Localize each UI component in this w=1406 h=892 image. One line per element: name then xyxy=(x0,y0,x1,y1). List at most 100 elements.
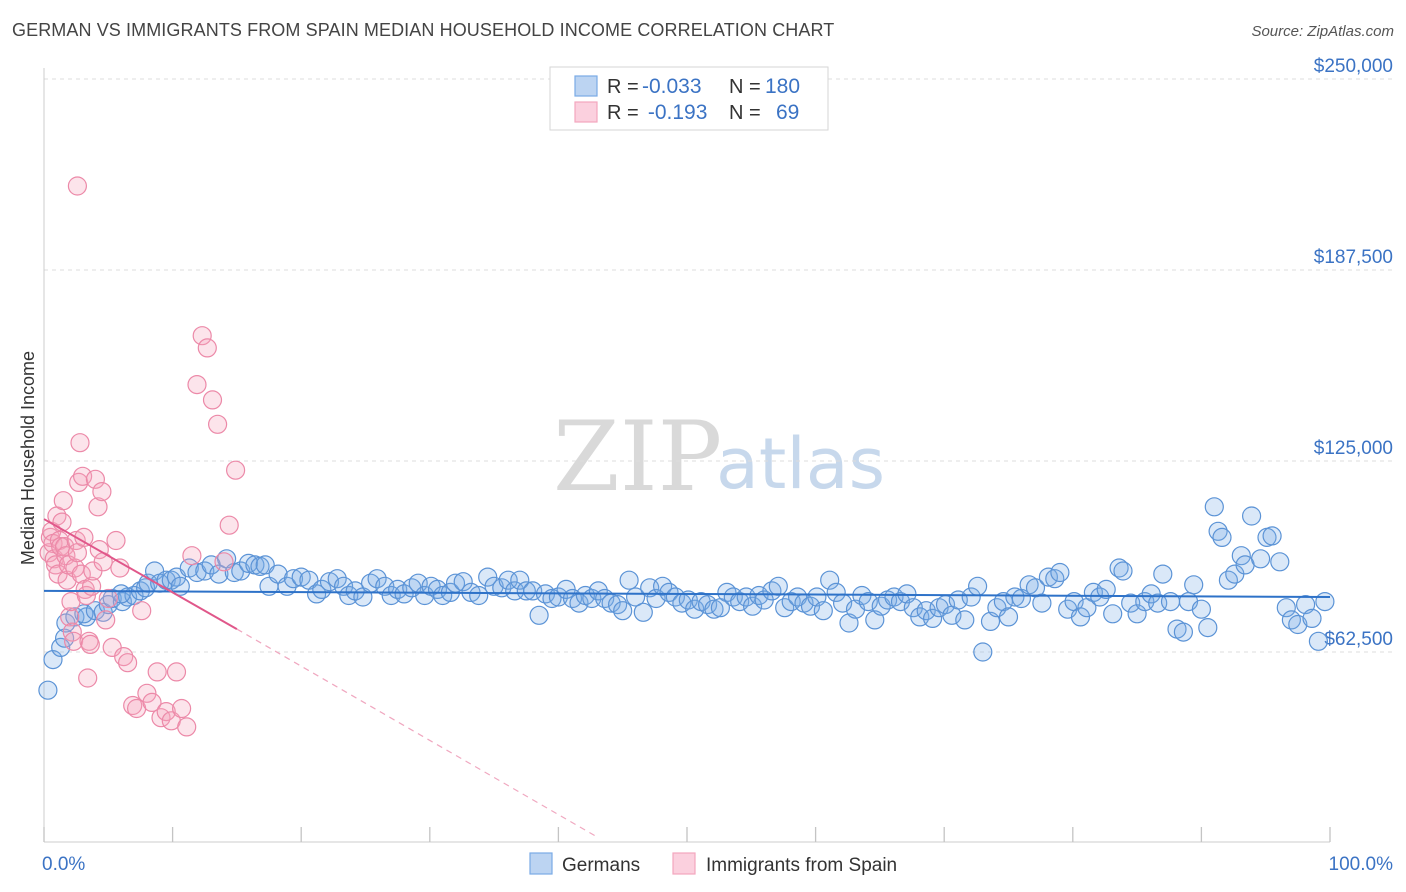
spain-point xyxy=(208,414,228,434)
germans-point xyxy=(38,680,58,700)
germans-point xyxy=(1005,587,1025,607)
germans-point xyxy=(613,601,633,621)
germans-point xyxy=(1153,564,1173,584)
germans-point xyxy=(277,576,297,596)
spain-point xyxy=(88,497,108,517)
germans-point xyxy=(998,607,1019,627)
germans-point xyxy=(238,553,259,574)
germans-point xyxy=(394,584,414,604)
chart-source: Source: ZipAtlas.com xyxy=(1251,23,1394,40)
germans-point xyxy=(826,582,846,603)
spain-point xyxy=(78,668,98,688)
y-tick-label: $125,000 xyxy=(1314,438,1393,459)
stats-n-label-0: N = xyxy=(729,76,761,98)
spain-point xyxy=(44,549,64,569)
series-legend-swatch-spain xyxy=(672,852,696,875)
germans-point xyxy=(1212,527,1232,548)
germans-point xyxy=(820,570,840,590)
germans-point xyxy=(1032,593,1052,613)
germans-point xyxy=(291,567,311,587)
germans-point xyxy=(469,585,489,606)
stats-n-value-1: 69 xyxy=(776,101,799,124)
germans-point xyxy=(334,576,354,596)
stats-r-label-1: R = xyxy=(607,102,639,124)
spain-point xyxy=(177,717,197,737)
germans-point xyxy=(1262,526,1282,546)
chart-title: GERMAN VS IMMIGRANTS FROM SPAIN MEDIAN H… xyxy=(12,20,835,40)
germans-point xyxy=(1045,569,1065,589)
germans-point xyxy=(1250,549,1271,569)
germans-point xyxy=(1090,587,1110,607)
germans-point xyxy=(588,581,608,601)
spain-point xyxy=(197,338,217,358)
germans-point xyxy=(955,610,975,630)
y-tick-label: $250,000 xyxy=(1314,56,1393,77)
spain-point xyxy=(85,469,106,489)
germans-point xyxy=(209,564,229,584)
germans-point xyxy=(1315,591,1335,612)
watermark-atlas-text: atlas xyxy=(716,423,885,505)
germans-point xyxy=(312,579,332,600)
spain-point xyxy=(60,607,80,627)
germans-point xyxy=(529,605,549,625)
series-legend-label-spain: Immigrants from Spain xyxy=(706,855,897,876)
spain-point xyxy=(156,701,176,722)
germans-point xyxy=(1127,604,1147,624)
germans-point xyxy=(231,561,251,581)
spain-point xyxy=(63,631,84,651)
stats-legend: R = -0.033 N = 180 R = -0.193 N = 69 xyxy=(549,66,829,131)
germans-point xyxy=(967,576,988,596)
x-tick-label: 0.0% xyxy=(42,854,85,875)
germans-point xyxy=(43,649,63,670)
germans-point xyxy=(1198,617,1218,638)
germans-point xyxy=(625,587,646,607)
germans-point xyxy=(319,572,340,592)
germans-point xyxy=(498,570,518,590)
legend-swatch-germans xyxy=(574,75,598,97)
germans-point xyxy=(283,569,304,589)
germans-point xyxy=(1270,552,1290,572)
germans-point xyxy=(1173,622,1194,642)
spain-point xyxy=(106,530,126,551)
germans-point xyxy=(813,601,833,621)
spain-point xyxy=(187,375,207,395)
germans-trend-line xyxy=(43,589,1331,598)
germans-point xyxy=(345,581,365,601)
stats-r-label-0: R = xyxy=(607,76,639,98)
spain-point xyxy=(70,433,90,453)
germans-point xyxy=(607,594,628,615)
watermark: ZIP atlas xyxy=(553,401,885,513)
germans-point xyxy=(633,602,653,622)
spain-point xyxy=(117,653,138,673)
germans-point xyxy=(973,642,993,662)
spain-trend-line xyxy=(43,518,238,630)
spain-point xyxy=(219,515,239,535)
germans-point xyxy=(1302,608,1322,629)
germans-point xyxy=(367,569,387,589)
germans-point xyxy=(1050,562,1070,583)
germans-point xyxy=(742,596,763,616)
germans-point xyxy=(961,587,981,607)
germans-point xyxy=(1038,567,1059,587)
spain-point xyxy=(172,698,192,719)
spain-point xyxy=(80,634,100,655)
spain-point xyxy=(137,683,157,703)
spain-point xyxy=(226,460,246,480)
spain-point xyxy=(192,326,212,346)
germans-point xyxy=(1103,604,1123,624)
spain-point xyxy=(147,662,167,682)
germans-point xyxy=(1204,497,1224,517)
germans-point xyxy=(516,581,536,601)
series-legend-label-germans: Germans xyxy=(562,855,640,876)
spain-point xyxy=(92,482,112,502)
germans-point xyxy=(1288,614,1308,635)
spain-point xyxy=(182,546,202,566)
germans-point xyxy=(255,555,275,575)
germans-point xyxy=(1308,631,1329,651)
stats-n-value-0: 180 xyxy=(765,75,800,98)
germans-point xyxy=(453,572,473,592)
germans-point xyxy=(433,585,453,606)
germans-point xyxy=(704,599,724,619)
germans-point xyxy=(619,570,639,590)
germans-point xyxy=(74,604,94,624)
